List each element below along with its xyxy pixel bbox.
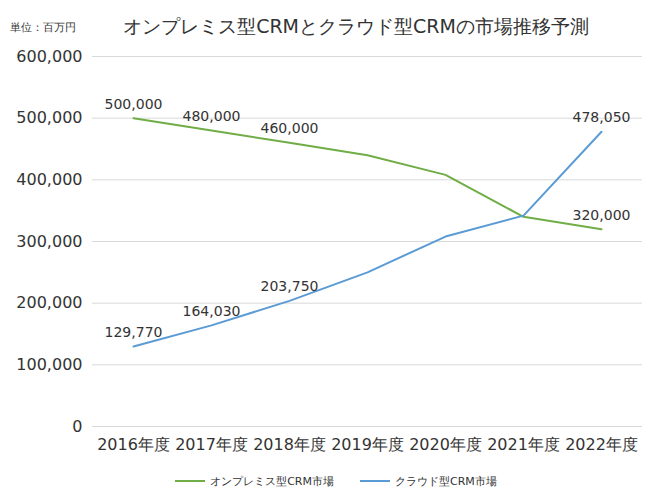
svg-text:164,030: 164,030 xyxy=(183,303,241,319)
svg-text:2020年度: 2020年度 xyxy=(409,435,482,454)
svg-text:129,770: 129,770 xyxy=(105,324,163,340)
html-text:オンプレミス型CRM市場: オンプレミス型CRM市場 xyxy=(210,474,334,488)
svg-text:480,000: 480,000 xyxy=(183,108,241,124)
svg-text:400,000: 400,000 xyxy=(16,170,82,189)
svg-text:300,000: 300,000 xyxy=(16,232,82,251)
svg-text:200,000: 200,000 xyxy=(16,293,82,312)
svg-text:2022年度: 2022年度 xyxy=(565,435,638,454)
svg-text:500,000: 500,000 xyxy=(16,108,82,127)
svg-text:500,000: 500,000 xyxy=(105,96,163,112)
svg-text:2021年度: 2021年度 xyxy=(487,435,560,454)
html-text:クラウド型CRM市場: クラウド型CRM市場 xyxy=(395,474,497,488)
svg-text:460,000: 460,000 xyxy=(261,120,319,136)
svg-text:2017年度: 2017年度 xyxy=(175,435,248,454)
html-text:オンプレミス型CRMとクラウド型CRMの市場推移予測: オンプレミス型CRMとクラウド型CRMの市場推移予測 xyxy=(123,15,589,37)
svg-text:100,000: 100,000 xyxy=(16,355,82,374)
svg-text:2016年度: 2016年度 xyxy=(97,435,170,454)
svg-text:0: 0 xyxy=(72,417,82,436)
svg-text:2019年度: 2019年度 xyxy=(331,435,404,454)
svg-text:2018年度: 2018年度 xyxy=(253,435,326,454)
svg-text:478,050: 478,050 xyxy=(573,109,631,125)
svg-text:203,750: 203,750 xyxy=(261,278,319,294)
svg-text:320,000: 320,000 xyxy=(573,207,631,223)
html-text:単位：百万円: 単位：百万円 xyxy=(10,21,76,34)
svg-text:600,000: 600,000 xyxy=(16,47,82,66)
